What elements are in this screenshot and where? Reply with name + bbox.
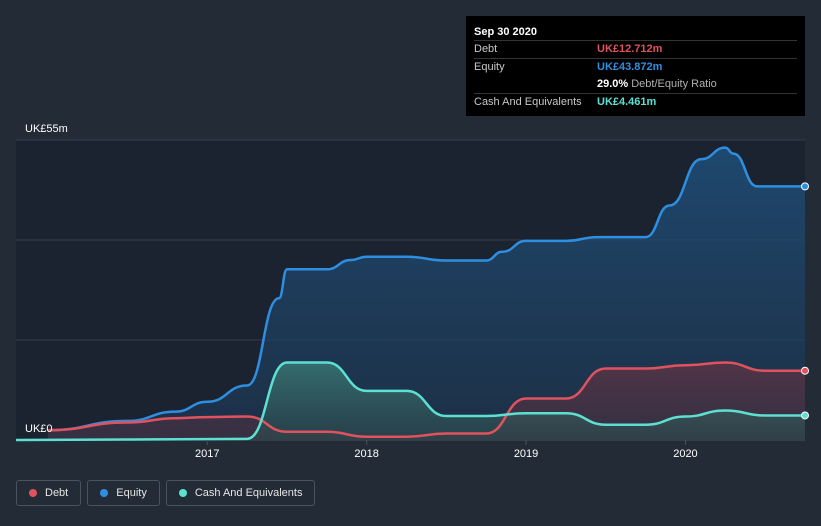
debt-area bbox=[47, 362, 805, 440]
tooltip-row-ratio: 29.0% Debt/Equity Ratio bbox=[474, 76, 797, 93]
equity-area bbox=[47, 147, 805, 440]
x-axis: 2017 2018 2019 2020 bbox=[195, 440, 698, 460]
tooltip-date: Sep 30 2020 bbox=[474, 26, 537, 38]
cash-line bbox=[15, 361, 806, 442]
debt-dot-icon bbox=[29, 489, 37, 497]
cash-endpoint bbox=[801, 411, 809, 420]
legend-label: Debt bbox=[45, 487, 69, 499]
legend-item-cash[interactable]: Cash And Equivalents bbox=[165, 480, 316, 506]
equity-dot-icon bbox=[100, 489, 109, 497]
y-axis-bottom-label: UK£0 bbox=[25, 423, 53, 435]
tooltip-row-debt: Debt UK£12.712m bbox=[474, 40, 797, 58]
debt-line bbox=[47, 361, 805, 438]
x-tick-label: 2020 bbox=[673, 448, 697, 460]
tooltip-value: UK£4.461m bbox=[597, 96, 657, 108]
legend-item-equity[interactable]: Equity bbox=[87, 480, 160, 506]
x-tick-label: 2017 bbox=[195, 448, 219, 460]
x-tick-label: 2019 bbox=[514, 448, 538, 460]
chart-tooltip: Sep 30 2020 Debt UK£12.712m Equity UK£43… bbox=[466, 16, 805, 116]
equity-endpoint bbox=[801, 182, 809, 191]
tooltip-value: UK£12.712m bbox=[597, 43, 663, 55]
legend-label: Equity bbox=[116, 487, 147, 499]
legend-label: Cash And Equivalents bbox=[194, 487, 303, 499]
y-axis-top-label: UK£55m bbox=[25, 123, 68, 135]
series-endpoints bbox=[801, 182, 809, 420]
tooltip-value: 29.0% bbox=[597, 78, 629, 90]
tooltip-sub-label: Debt/Equity Ratio bbox=[631, 78, 717, 90]
x-tick-label: 2018 bbox=[354, 448, 378, 460]
cash-area bbox=[16, 362, 805, 440]
tooltip-row-cash: Cash And Equivalents UK£4.461m bbox=[474, 93, 797, 111]
cash-dot-icon bbox=[178, 489, 187, 497]
tooltip-label bbox=[474, 76, 597, 93]
equity-line bbox=[47, 146, 805, 432]
series-lines bbox=[15, 146, 806, 442]
tooltip-value: UK£43.872m bbox=[597, 61, 663, 73]
series-areas bbox=[16, 147, 805, 440]
chart-legend: Debt Equity Cash And Equivalents bbox=[16, 480, 316, 506]
tooltip-label: Cash And Equivalents bbox=[474, 96, 582, 108]
tooltip-label: Debt bbox=[474, 43, 498, 55]
tooltip-label: Equity bbox=[474, 61, 505, 73]
tooltip-row-equity: Equity UK£43.872m bbox=[474, 58, 797, 76]
legend-item-debt[interactable]: Debt bbox=[16, 480, 82, 506]
debt-endpoint bbox=[801, 366, 809, 375]
